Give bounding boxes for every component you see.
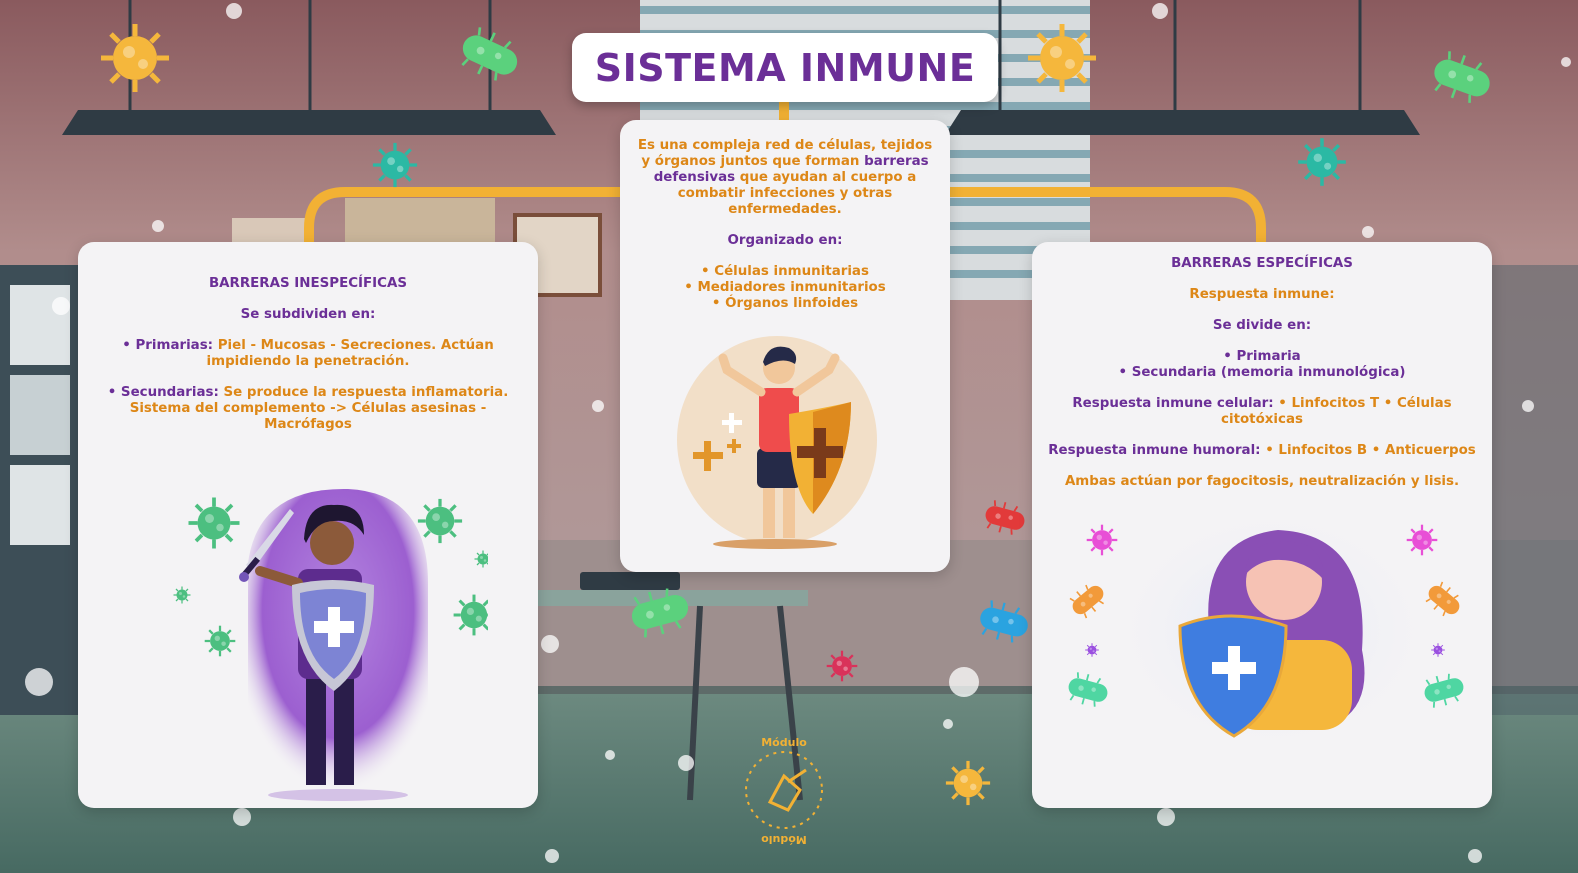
virus-icon	[416, 497, 464, 545]
logo-text-top: Módulo	[761, 736, 807, 749]
virus-icon	[1405, 523, 1439, 557]
humoral-response: Respuesta inmune humoral: • Linfocitos B…	[1048, 443, 1476, 458]
title-box: SISTEMA INMUNE	[572, 33, 998, 102]
center-card: Es una compleja red de células, tejidos …	[620, 120, 950, 572]
organized-item: • Células inmunitarias	[701, 264, 869, 279]
bacteria-icon	[1420, 577, 1468, 623]
hero-man-illustration	[677, 336, 877, 549]
module-logo: Módulo Módulo	[745, 736, 823, 846]
response-label: Respuesta inmune:	[1189, 287, 1335, 302]
organized-label: Organizado en:	[727, 233, 843, 248]
hero-sword-illustration	[172, 488, 488, 801]
virus-icon	[452, 593, 488, 637]
plus-icon	[722, 413, 742, 433]
shield-icon	[789, 402, 851, 514]
virus-icon	[186, 495, 242, 551]
virus-icon	[825, 649, 859, 683]
response-type: • Secundaria (memoria inmunológica)	[1118, 365, 1406, 380]
logo-text-bottom: Módulo	[761, 833, 807, 846]
virus-icon	[101, 24, 169, 92]
both-response: Ambas actúan por fagocitosis, neutraliza…	[1064, 474, 1460, 489]
response-type: • Primaria	[1223, 349, 1301, 364]
plus-icon	[693, 439, 741, 471]
bacteria-icon	[1064, 577, 1112, 623]
secondary-barriers: • Secundarias: Se produce la respuesta i…	[107, 385, 509, 432]
cellular-response: Respuesta inmune celular: • Linfocitos T…	[1072, 396, 1452, 427]
virus-icon	[944, 759, 992, 807]
virus-icon	[473, 549, 488, 569]
center-intro: Es una compleja red de células, tejidos …	[637, 138, 933, 217]
ceiling-lamp-icon	[62, 0, 1420, 135]
virus-icon	[203, 624, 237, 658]
left-card: BARRERAS INESPECÍFICAS Se subdividen en:…	[78, 242, 538, 808]
sword-icon	[239, 509, 294, 582]
bacteria-icon	[1064, 669, 1112, 711]
virus-icon	[1028, 24, 1096, 92]
organized-item: • Órganos linfoides	[711, 296, 859, 311]
bacteria-icon	[1420, 669, 1468, 711]
shield-icon	[1178, 614, 1288, 738]
primary-barriers: • Primarias: Piel - Mucosas - Secrecione…	[122, 338, 494, 369]
shield-icon	[292, 580, 374, 691]
bookshelf-icon	[0, 265, 1578, 715]
virus-icon	[172, 585, 192, 605]
intro-highlight: barreras defensivas	[653, 154, 929, 185]
right-card: BARRERAS ESPECÍFICAS Respuesta inmune: S…	[1032, 242, 1492, 808]
virus-icon	[1084, 642, 1100, 658]
left-heading: BARRERAS INESPECÍFICAS	[208, 276, 408, 291]
subdivide-label: Se subdividen en:	[240, 307, 376, 322]
heroine-shield-illustration	[1064, 515, 1468, 745]
bubble-dots	[25, 3, 1571, 863]
page-title: SISTEMA INMUNE	[594, 45, 976, 90]
virus-icon	[1085, 523, 1119, 557]
organized-item: • Mediadores inmunitarios	[684, 280, 886, 295]
virus-icon	[371, 141, 419, 189]
virus-icon	[1296, 136, 1348, 188]
virus-icon	[1430, 642, 1446, 658]
divide-label: Se divide en:	[1212, 318, 1312, 333]
right-heading: BARRERAS ESPECÍFICAS	[1171, 256, 1353, 271]
